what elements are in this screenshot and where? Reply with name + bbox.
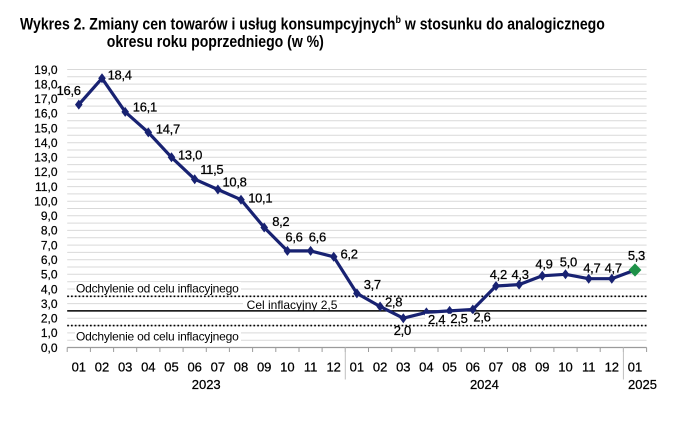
svg-text:12: 12 bbox=[605, 360, 619, 375]
svg-text:6,2: 6,2 bbox=[341, 246, 358, 261]
svg-text:06: 06 bbox=[187, 360, 201, 375]
svg-text:2,0: 2,0 bbox=[394, 323, 411, 338]
svg-text:Cel inflacyjny 2,5: Cel inflacyjny 2,5 bbox=[247, 298, 338, 312]
svg-text:07: 07 bbox=[489, 360, 503, 375]
svg-text:04: 04 bbox=[141, 360, 155, 375]
svg-text:10: 10 bbox=[558, 360, 572, 375]
svg-text:8,0: 8,0 bbox=[41, 224, 58, 238]
svg-text:06: 06 bbox=[466, 360, 480, 375]
svg-text:7,0: 7,0 bbox=[41, 238, 58, 252]
svg-text:15,0: 15,0 bbox=[34, 121, 58, 135]
svg-text:5,3: 5,3 bbox=[628, 248, 645, 263]
svg-text:08: 08 bbox=[512, 360, 526, 375]
svg-text:11,0: 11,0 bbox=[35, 180, 58, 194]
svg-text:13,0: 13,0 bbox=[34, 151, 58, 165]
svg-text:18,4: 18,4 bbox=[108, 68, 132, 83]
svg-text:12: 12 bbox=[326, 360, 340, 375]
svg-text:02: 02 bbox=[373, 360, 387, 375]
svg-text:02: 02 bbox=[95, 360, 109, 375]
svg-text:5,0: 5,0 bbox=[41, 268, 58, 282]
svg-text:01: 01 bbox=[72, 360, 86, 375]
svg-text:17,0: 17,0 bbox=[34, 92, 58, 106]
svg-text:2025: 2025 bbox=[628, 377, 657, 392]
svg-text:01: 01 bbox=[628, 360, 642, 375]
svg-text:12,0: 12,0 bbox=[34, 165, 58, 179]
svg-text:8,2: 8,2 bbox=[272, 214, 289, 229]
svg-text:11: 11 bbox=[304, 360, 318, 375]
svg-text:09: 09 bbox=[535, 360, 549, 375]
svg-text:Odchylenie od celu inflacyjneg: Odchylenie od celu inflacyjnego bbox=[76, 282, 239, 296]
svg-text:05: 05 bbox=[164, 360, 178, 375]
svg-text:9,0: 9,0 bbox=[41, 209, 58, 223]
svg-text:08: 08 bbox=[234, 360, 248, 375]
svg-text:16,6: 16,6 bbox=[57, 83, 81, 98]
svg-text:2,4: 2,4 bbox=[428, 312, 445, 327]
svg-text:2,6: 2,6 bbox=[473, 310, 490, 325]
svg-text:19,0: 19,0 bbox=[34, 63, 58, 77]
svg-text:6,6: 6,6 bbox=[285, 230, 302, 245]
svg-text:18,0: 18,0 bbox=[34, 77, 58, 91]
svg-text:2023: 2023 bbox=[192, 377, 221, 392]
svg-text:6,6: 6,6 bbox=[309, 230, 326, 245]
svg-text:5,0: 5,0 bbox=[560, 255, 577, 270]
svg-text:05: 05 bbox=[442, 360, 456, 375]
svg-text:04: 04 bbox=[419, 360, 433, 375]
svg-text:4,3: 4,3 bbox=[512, 267, 529, 282]
svg-text:2,8: 2,8 bbox=[385, 294, 402, 309]
svg-text:3,0: 3,0 bbox=[41, 297, 58, 311]
svg-text:14,7: 14,7 bbox=[156, 122, 180, 137]
svg-text:4,7: 4,7 bbox=[605, 261, 622, 276]
svg-text:11: 11 bbox=[582, 360, 596, 375]
svg-text:07: 07 bbox=[211, 360, 225, 375]
svg-text:2024: 2024 bbox=[470, 377, 499, 392]
svg-text:0,0: 0,0 bbox=[41, 341, 58, 355]
svg-text:Odchylenie od celu inflacyjneg: Odchylenie od celu inflacyjnego bbox=[76, 330, 239, 344]
svg-text:03: 03 bbox=[396, 360, 410, 375]
svg-text:2,0: 2,0 bbox=[41, 312, 58, 326]
svg-text:4,7: 4,7 bbox=[583, 261, 600, 276]
svg-text:10: 10 bbox=[280, 360, 294, 375]
svg-text:01: 01 bbox=[350, 360, 364, 375]
svg-text:4,0: 4,0 bbox=[41, 282, 58, 296]
svg-text:11,5: 11,5 bbox=[200, 162, 223, 177]
svg-text:4,9: 4,9 bbox=[535, 256, 552, 271]
svg-text:2,5: 2,5 bbox=[450, 311, 467, 326]
svg-text:6,0: 6,0 bbox=[41, 253, 58, 267]
svg-text:10,8: 10,8 bbox=[223, 174, 247, 189]
svg-text:1,0: 1,0 bbox=[41, 326, 58, 340]
svg-text:16,0: 16,0 bbox=[34, 107, 58, 121]
svg-text:14,0: 14,0 bbox=[34, 136, 58, 150]
svg-text:10,1: 10,1 bbox=[248, 190, 272, 205]
svg-text:16,1: 16,1 bbox=[133, 100, 157, 115]
svg-text:03: 03 bbox=[118, 360, 132, 375]
svg-text:4,2: 4,2 bbox=[490, 267, 507, 282]
svg-text:09: 09 bbox=[257, 360, 271, 375]
svg-text:10,0: 10,0 bbox=[34, 195, 58, 209]
svg-text:13,0: 13,0 bbox=[178, 148, 202, 163]
svg-text:3,7: 3,7 bbox=[364, 277, 381, 292]
